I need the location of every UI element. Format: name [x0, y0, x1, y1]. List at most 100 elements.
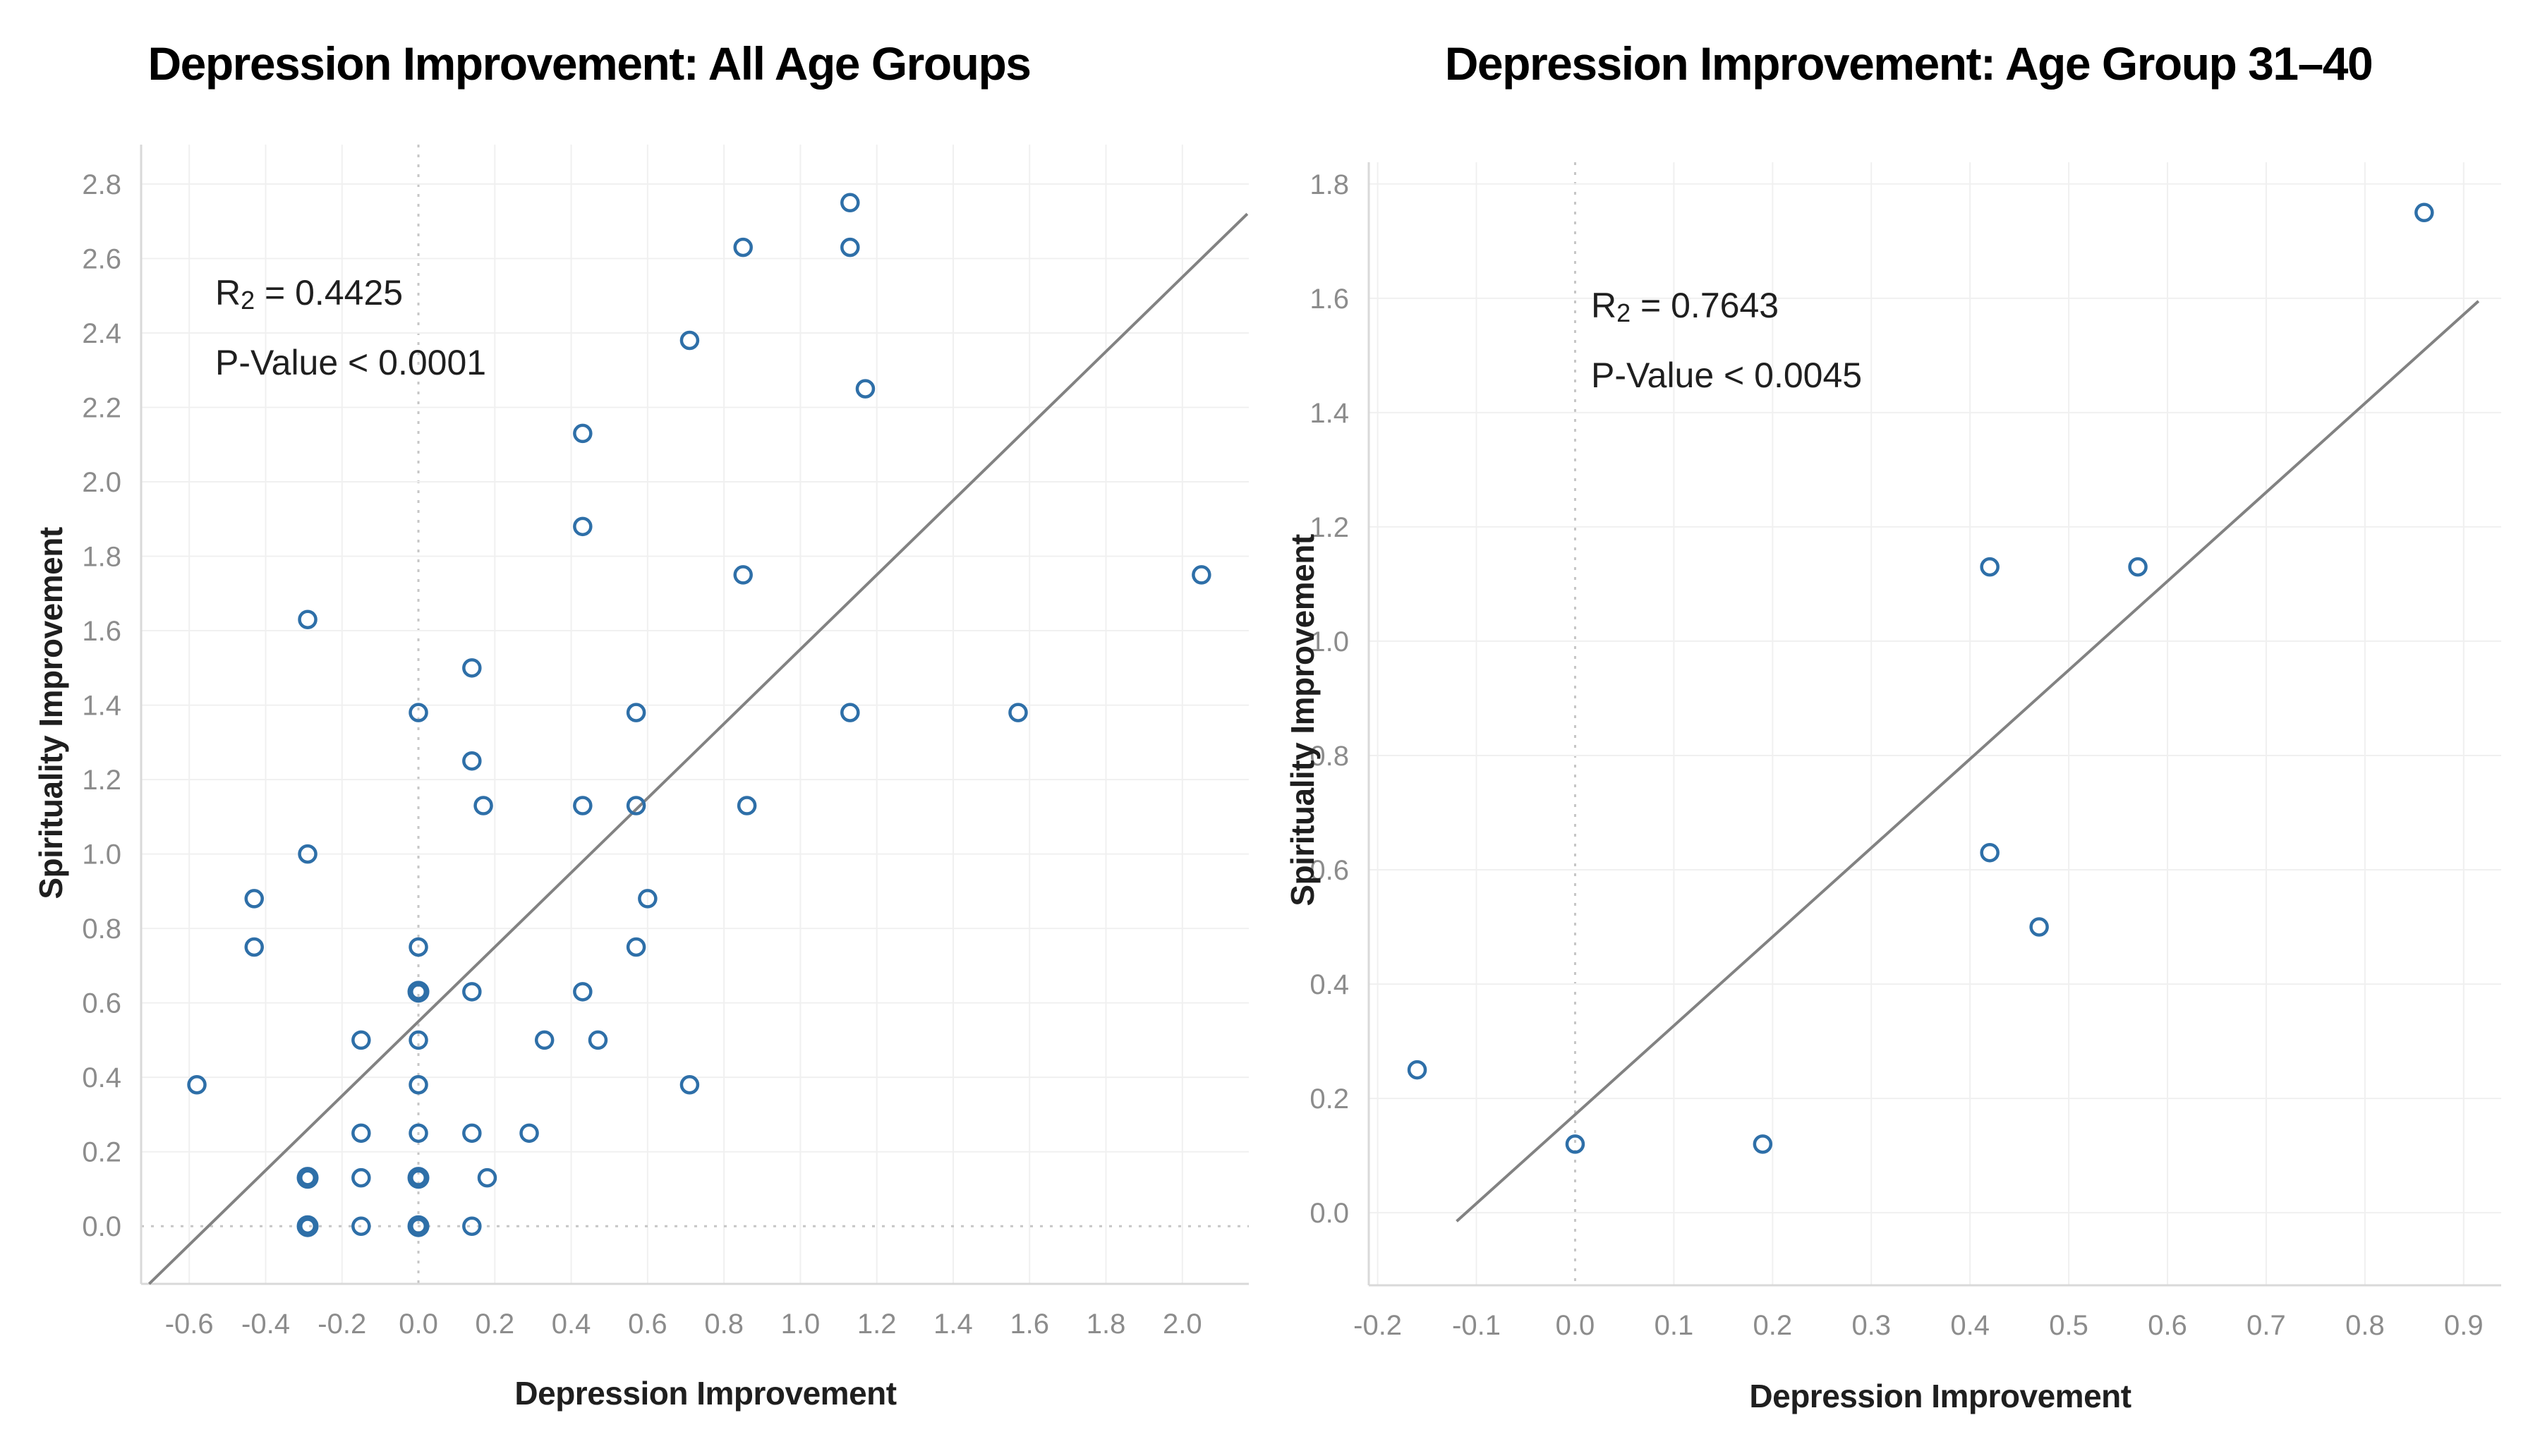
x-tick-label: 0.8 [2345, 1310, 2385, 1341]
data-point [407, 981, 430, 1003]
y-tick-label: 1.6 [1310, 284, 1349, 315]
data-point [626, 937, 646, 957]
x-tick-label: 1.0 [781, 1309, 821, 1340]
data-point [1565, 1134, 1585, 1154]
x-tick-label: 1.2 [857, 1309, 897, 1340]
x-tick-label: -0.2 [317, 1309, 366, 1340]
data-point [2414, 202, 2434, 223]
x-tick-label: -0.2 [1353, 1310, 1402, 1341]
data-point [840, 237, 860, 257]
data-point [2128, 557, 2148, 577]
data-point [1980, 557, 2000, 577]
data-point [638, 889, 658, 909]
y-tick-label: 2.2 [82, 392, 121, 423]
data-point [473, 796, 493, 815]
x-tick-label: 0.0 [1556, 1310, 1595, 1341]
right-pvalue-annotation: P-Value < 0.0045 [1591, 356, 1863, 395]
x-tick-label: 1.8 [1087, 1309, 1126, 1340]
y-tick-label: 1.2 [1310, 512, 1349, 543]
data-point [409, 1074, 428, 1095]
y-tick-label: 0.0 [1310, 1198, 1349, 1229]
data-point [840, 703, 860, 722]
chart-all-ages: -0.6 -0.4 -0.2 0.0 0.2 0.4 0.6 0.8 1.0 1.2 1.4 1.6 1… [82, 145, 1249, 1340]
left-chart-stats: R2 = 0.4425 P-Value < 0.0001 [215, 260, 486, 396]
y-tick-label: 1.8 [1310, 169, 1349, 200]
x-tick-label: 1.4 [933, 1309, 973, 1340]
x-tick-label: 0.2 [476, 1309, 515, 1340]
x-tick-label: 0.3 [1851, 1310, 1891, 1341]
data-point [351, 1167, 371, 1188]
y-tick-label: 1.4 [82, 691, 121, 722]
left-pvalue-annotation: P-Value < 0.0001 [215, 343, 487, 382]
data-point [477, 1167, 497, 1188]
y-tick-label: 1.6 [82, 616, 121, 647]
right-r2-annotation: R2 = 0.7643 [1591, 272, 1862, 342]
data-point [679, 330, 700, 351]
data-point [733, 237, 753, 257]
y-tick-label: 2.8 [82, 169, 121, 200]
x-tick-label: 0.9 [2444, 1310, 2484, 1341]
y-tick-label: 2.0 [82, 467, 121, 498]
data-point [298, 609, 317, 629]
y-tick-label: 0.4 [82, 1062, 121, 1093]
data-point [573, 423, 593, 444]
data-point [737, 796, 757, 815]
left-y-axis-label: Spirituality Improvement [32, 527, 69, 899]
y-tick-label: 0.2 [82, 1137, 121, 1168]
data-point [1192, 565, 1211, 585]
y-tick-label: 2.6 [82, 243, 121, 274]
data-point [187, 1074, 207, 1095]
x-tick-label: 0.6 [2148, 1310, 2187, 1341]
right-chart-title: Depression Improvement: Age Group 31–40 [1444, 37, 2373, 90]
data-point [573, 516, 593, 537]
data-point [409, 1030, 428, 1050]
data-point [1407, 1060, 1427, 1080]
y-tick-label: 0.6 [82, 988, 121, 1019]
x-tick-label: 0.4 [1950, 1310, 1990, 1341]
y-tick-label: 0.6 [1310, 855, 1349, 886]
data-point [626, 796, 646, 815]
right-x-axis-label: Depression Improvement [1749, 1378, 2131, 1414]
y-tick-label: 0.8 [82, 914, 121, 945]
data-point [409, 1123, 428, 1143]
data-point [626, 703, 646, 722]
data-point [588, 1030, 608, 1050]
data-point [351, 1216, 371, 1236]
x-tick-label: 0.1 [1655, 1310, 1694, 1341]
data-point [855, 379, 876, 399]
r2-symbol: R [1591, 286, 1617, 325]
y-tick-label: 0.4 [1310, 969, 1349, 1000]
data-point [244, 937, 264, 957]
x-tick-label: 0.8 [704, 1309, 744, 1340]
y-tick-label: 0.8 [1310, 741, 1349, 772]
r2-value: = 0.4425 [255, 273, 404, 313]
right-chart-stats: R2 = 0.7643 P-Value < 0.0045 [1591, 272, 1862, 408]
left-chart-title: Depression Improvement: All Age Groups [147, 37, 1032, 90]
data-point [733, 565, 753, 585]
data-point [409, 703, 428, 722]
data-point [1753, 1134, 1773, 1154]
data-point [1980, 842, 2000, 863]
y-tick-label: 1.4 [1310, 398, 1349, 429]
y-tick-label: 1.0 [1310, 626, 1349, 657]
data-point [244, 889, 264, 909]
data-point [462, 1216, 482, 1236]
trend-line [1456, 300, 2480, 1223]
data-point [296, 1215, 319, 1237]
data-point [462, 982, 482, 1002]
data-point [462, 658, 482, 678]
left-x-axis-label: Depression Improvement [514, 1375, 897, 1412]
data-point [407, 1167, 430, 1189]
data-point [840, 193, 860, 213]
y-tick-label: 0.0 [82, 1211, 121, 1242]
data-point [573, 796, 593, 815]
y-tick-label: 1.8 [82, 542, 121, 573]
r2-symbol: R [215, 273, 241, 313]
x-tick-label: 0.5 [2049, 1310, 2088, 1341]
data-point [462, 1123, 482, 1143]
y-tick-label: 2.4 [82, 318, 121, 349]
data-point [2029, 917, 2049, 937]
data-point [1008, 703, 1028, 722]
data-point [407, 1215, 430, 1237]
data-point [298, 844, 317, 864]
